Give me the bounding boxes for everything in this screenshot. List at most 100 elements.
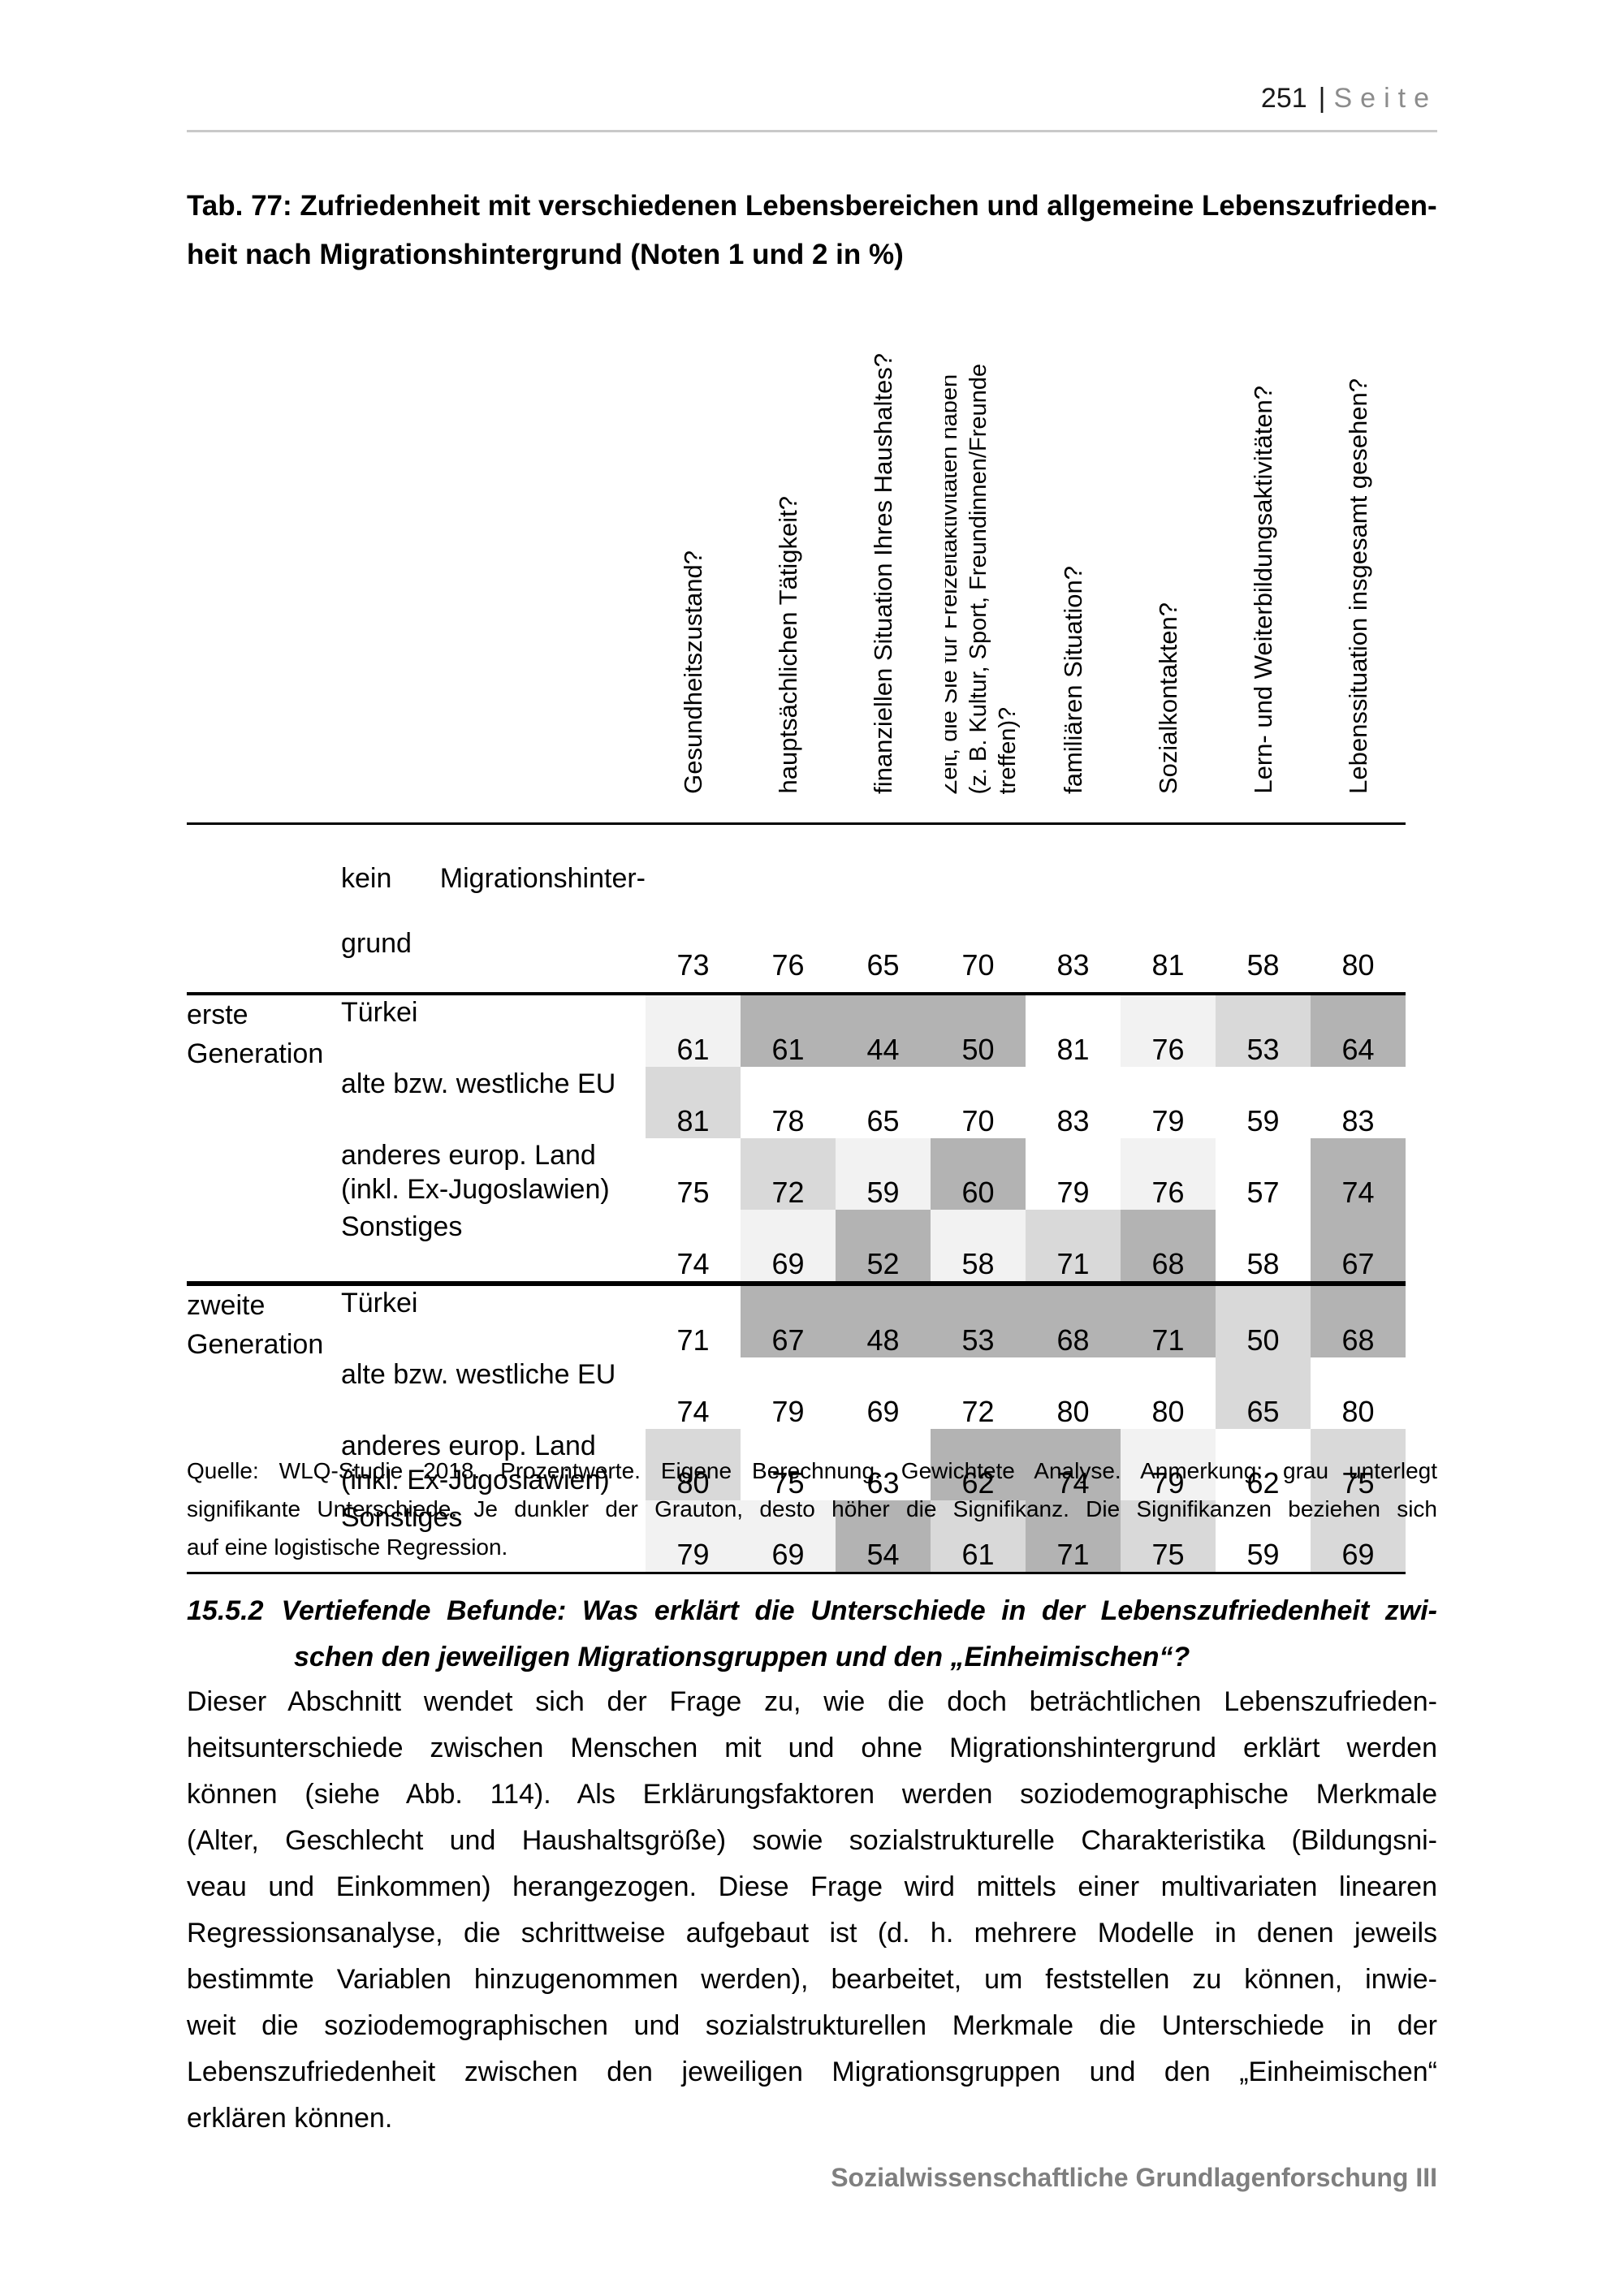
- table-cell: 74: [1311, 1138, 1406, 1210]
- source-note-line: auf eine logistische Regression.: [187, 1534, 508, 1560]
- column-header-freizeit: Zeit, die Sie für Freizeitaktivitäten ha…: [931, 274, 1026, 824]
- significance-table: Gesundheitszustand? hauptsächlichen Täti…: [187, 274, 1406, 1574]
- table-cell: 79: [741, 1357, 836, 1429]
- table-cell: 69: [741, 1500, 836, 1573]
- table-cell: 52: [836, 1210, 931, 1284]
- body-line: bestimmte Variablen hinzugenommen werden…: [187, 1964, 1437, 1995]
- body-line: veau und Einkommen) herangezogen. Diese …: [187, 1871, 1437, 1902]
- page-header-separator: |: [1318, 83, 1326, 114]
- table-cell: 62: [1216, 1429, 1311, 1500]
- body-line: Regressionsanalyse, die schrittweise auf…: [187, 1918, 1437, 1949]
- table-cell: 83: [1026, 1067, 1121, 1138]
- table-cell: 75: [1121, 1500, 1216, 1573]
- column-header-label: Gesundheitszustand?: [679, 550, 707, 794]
- body-line: heitsunterschiede zwischen Menschen mit …: [187, 1733, 1437, 1763]
- section-heading-line-1: 15.5.2 Vertiefende Befunde: Was erklärt d…: [187, 1588, 1437, 1634]
- table-cell: 53: [1216, 994, 1311, 1067]
- table-row: alte bzw. westliche EU 74 79 69 72 80 80…: [187, 1357, 1406, 1429]
- table-cell: 65: [836, 823, 931, 994]
- table-title-line-2: heit nach Migrationshintergrund (Noten 1…: [187, 239, 904, 270]
- section-heading-text: Vertiefende Befunde: Was erklärt die Unt…: [281, 1595, 1437, 1626]
- body-line: erklären können.: [187, 2103, 393, 2134]
- page-header: 251 | Seite: [187, 83, 1437, 114]
- section-heading: 15.5.2 Vertiefende Befunde: Was erklärt d…: [187, 1588, 1437, 1681]
- row-label: alte bzw. westliche EU: [341, 1359, 616, 1390]
- table-cell: 68: [1121, 1210, 1216, 1284]
- table-cell: 58: [1216, 823, 1311, 994]
- table-cell: 76: [1121, 994, 1216, 1067]
- row-label: kein Migrationshinter- grund: [341, 824, 646, 995]
- table-cell: 81: [646, 1067, 741, 1138]
- table-cell: 58: [931, 1210, 1026, 1284]
- column-header-label: hauptsächlichen Tätigkeit?: [774, 496, 802, 794]
- table-header-row: Gesundheitszustand? hauptsächlichen Täti…: [187, 274, 1406, 824]
- table-cell: 67: [1311, 1210, 1406, 1284]
- row-label: anderes europ. Land (inkl. Ex-Jugoslawie…: [341, 1431, 610, 1495]
- table-cell: 70: [931, 823, 1026, 994]
- table-cell: 80: [1026, 1357, 1121, 1429]
- table-row: Sonstiges 74 69 52 58 71 68 58 67: [187, 1210, 1406, 1284]
- column-header-label: Sozialkontakten?: [1154, 602, 1182, 794]
- source-note-line: signifikante Unterschiede. Je dunkler de…: [187, 1496, 1437, 1521]
- table-cell: 79: [1026, 1138, 1121, 1210]
- table-cell: 48: [836, 1284, 931, 1357]
- table-cell: 58: [1216, 1210, 1311, 1284]
- header-divider: [187, 130, 1437, 132]
- table-cell: 67: [741, 1284, 836, 1357]
- table-cell: 65: [836, 1067, 931, 1138]
- table-row: Sonstiges 79 69 54 61 71 75 59 69: [187, 1500, 1406, 1573]
- table-cell: 54: [836, 1500, 931, 1573]
- table-cell: 74: [1026, 1429, 1121, 1500]
- column-header-label: familiären Situation?: [1059, 566, 1087, 794]
- table-cell: 64: [1311, 994, 1406, 1067]
- table-cell: 75: [741, 1429, 836, 1500]
- table-cell: 71: [1121, 1284, 1216, 1357]
- table-cell: 57: [1216, 1138, 1311, 1210]
- table-cell: 76: [1121, 1138, 1216, 1210]
- table-cell: 81: [1121, 823, 1216, 994]
- section-heading-line-2: schen den jeweiligen Migrationsgruppen u…: [294, 1642, 1190, 1672]
- column-header-familiaere-situation: familiären Situation?: [1026, 274, 1121, 824]
- table-row: zweite Generation Türkei 71 67 48 53 68 …: [187, 1284, 1406, 1360]
- table-cell: 83: [1311, 1067, 1406, 1138]
- row-label: Türkei: [341, 997, 418, 1028]
- table-cell: 65: [1216, 1357, 1311, 1429]
- column-header-lebenssituation: Lebenssituation insgesamt gesehen?: [1311, 274, 1406, 824]
- table-cell: 50: [1216, 1284, 1311, 1357]
- column-header-gesundheitszustand: Gesundheitszustand?: [646, 274, 741, 824]
- table-title: Tab. 77: Zufriedenheit mit verschiedenen…: [187, 182, 1453, 279]
- column-header-label: Lern- und Weiterbildungsaktivitäten?: [1249, 386, 1277, 794]
- table-cell: 71: [1026, 1500, 1121, 1573]
- table-cell: 80: [1311, 1357, 1406, 1429]
- table-cell: 44: [836, 994, 931, 1067]
- group-cell-empty: [187, 824, 341, 995]
- table-cell: 53: [931, 1284, 1026, 1357]
- page-footer: Sozialwissenschaftliche Grundlagenforsch…: [831, 2163, 1437, 2192]
- page-header-word: Seite: [1333, 83, 1437, 114]
- source-note-line: Quelle: WLQ-Studie 2018. Prozentwerte. E…: [187, 1458, 1437, 1483]
- column-header-sozialkontakte: Sozialkontakten?: [1121, 274, 1216, 824]
- table-cell: 62: [931, 1429, 1026, 1500]
- table-title-line-1: Tab. 77: Zufriedenheit mit verschiedenen…: [187, 190, 1437, 222]
- table-cell: 75: [646, 1138, 741, 1210]
- table-row: alte bzw. westliche EU 81 78 65 70 83 79…: [187, 1067, 1406, 1138]
- page-number: 251: [1260, 83, 1307, 114]
- table-cell: 81: [1026, 994, 1121, 1067]
- row-label-line-1: kein Migrationshinter-: [341, 863, 646, 894]
- table-cell: 74: [646, 1210, 741, 1284]
- table-cell: 80: [646, 1429, 741, 1500]
- column-header-finanzielle-situation: finanziellen Situation Ihres Haushaltes?: [836, 274, 931, 824]
- table-cell: 73: [646, 823, 741, 994]
- source-note: Quelle: WLQ-Studie 2018. Prozentwerte. E…: [187, 1452, 1437, 1566]
- table-cell: 61: [646, 994, 741, 1067]
- table-cell: 69: [836, 1357, 931, 1429]
- row-label: alte bzw. westliche EU: [341, 1068, 616, 1099]
- table-cell: 79: [1121, 1067, 1216, 1138]
- table-cell: 63: [836, 1429, 931, 1500]
- body-line: weit die soziodemographischen und sozial…: [187, 2010, 1437, 2041]
- table-row: anderes europ. Land (inkl. Ex-Jugoslawie…: [187, 1138, 1406, 1210]
- row-label: Sonstiges: [341, 1211, 463, 1242]
- row-label: anderes europ. Land (inkl. Ex-Jugoslawie…: [341, 1140, 610, 1205]
- table-cell: 50: [931, 994, 1026, 1067]
